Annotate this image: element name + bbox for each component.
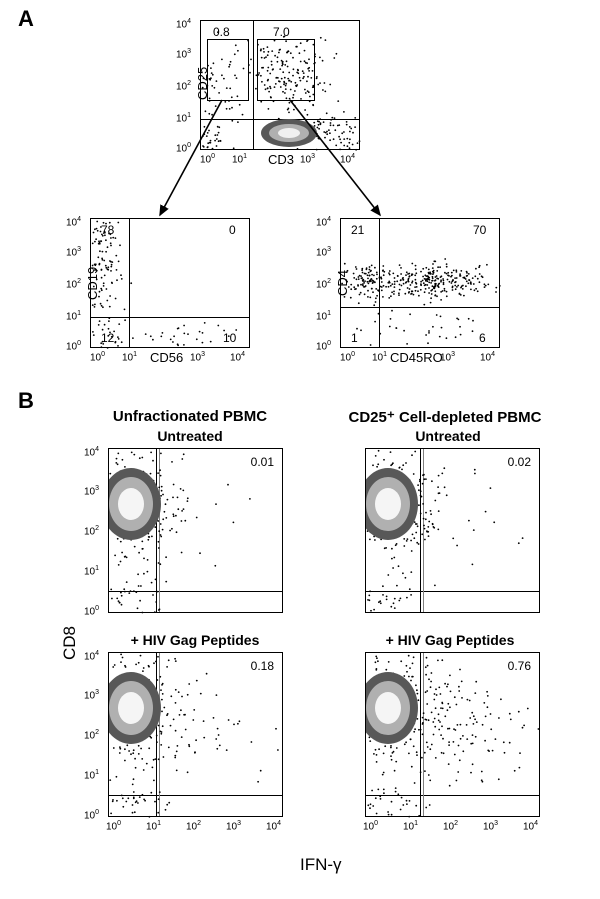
scatter-cd3-cd25 bbox=[201, 21, 361, 151]
tick: 104 bbox=[340, 153, 355, 165]
scatter-cd56-cd19 bbox=[91, 219, 251, 349]
xlabel-ifng: IFN-γ bbox=[300, 855, 342, 875]
row-bot-title-right: + HIV Gag Peptides bbox=[365, 632, 535, 648]
tick: 102 bbox=[176, 80, 191, 92]
xlabel-cd3: CD3 bbox=[268, 152, 294, 167]
tick: 103 bbox=[300, 153, 315, 165]
scatter-b-tl bbox=[109, 449, 284, 614]
tick: 101 bbox=[232, 153, 247, 165]
scatter-b-bl bbox=[109, 653, 284, 818]
tick: 104 bbox=[523, 820, 538, 832]
col-left-title: Unfractionated PBMC bbox=[80, 408, 300, 425]
tick: 101 bbox=[84, 565, 99, 577]
col-right-title: CD25⁺ Cell-depleted PBMC bbox=[320, 408, 570, 426]
panel-a-letter: A bbox=[18, 6, 34, 32]
tick: 100 bbox=[176, 142, 191, 154]
row-top-title-left: Untreated bbox=[130, 428, 250, 444]
tick: 101 bbox=[403, 820, 418, 832]
tick: 102 bbox=[186, 820, 201, 832]
xlabel-cd56: CD56 bbox=[150, 350, 183, 365]
row-top-title-right: Untreated bbox=[388, 428, 508, 444]
plot-b-topright: 0.02 bbox=[365, 448, 540, 613]
tick: 102 bbox=[443, 820, 458, 832]
tick: 104 bbox=[480, 351, 495, 363]
tick: 103 bbox=[316, 246, 331, 258]
tick: 100 bbox=[340, 351, 355, 363]
plot-cd56-cd19: 78 0 12 10 bbox=[90, 218, 250, 348]
tick: 102 bbox=[66, 278, 81, 290]
tick: 103 bbox=[190, 351, 205, 363]
plot-cd3-cd25: 0.8 7.0 bbox=[200, 20, 360, 150]
scatter-cd45ro-cd4 bbox=[341, 219, 501, 349]
tick: 101 bbox=[146, 820, 161, 832]
tick: 104 bbox=[176, 18, 191, 30]
xlabel-cd45ro: CD45RO bbox=[390, 350, 443, 365]
tick: 102 bbox=[84, 525, 99, 537]
tick: 104 bbox=[84, 650, 99, 662]
plot-cd45ro-cd4: 21 70 1 6 bbox=[340, 218, 500, 348]
tick: 100 bbox=[84, 605, 99, 617]
tick: 104 bbox=[230, 351, 245, 363]
tick: 101 bbox=[316, 310, 331, 322]
tick: 100 bbox=[106, 820, 121, 832]
tick: 100 bbox=[90, 351, 105, 363]
tick: 103 bbox=[66, 246, 81, 258]
tick: 100 bbox=[66, 340, 81, 352]
tick: 103 bbox=[176, 48, 191, 60]
tick: 100 bbox=[363, 820, 378, 832]
row-bot-title-left: + HIV Gag Peptides bbox=[110, 632, 280, 648]
tick: 101 bbox=[122, 351, 137, 363]
tick: 104 bbox=[316, 216, 331, 228]
tick: 102 bbox=[316, 278, 331, 290]
plot-b-botright: 0.76 bbox=[365, 652, 540, 817]
plot-b-botleft: 0.18 bbox=[108, 652, 283, 817]
ylabel-cd4: CD4 bbox=[335, 270, 350, 296]
tick: 104 bbox=[84, 446, 99, 458]
tick: 103 bbox=[440, 351, 455, 363]
tick: 101 bbox=[372, 351, 387, 363]
tick: 103 bbox=[84, 689, 99, 701]
ylabel-cd19: CD19 bbox=[85, 267, 100, 300]
tick: 104 bbox=[66, 216, 81, 228]
tick: 104 bbox=[266, 820, 281, 832]
scatter-b-tr bbox=[366, 449, 541, 614]
ylabel-cd25: CD25 bbox=[195, 67, 210, 100]
panel-b-letter: B bbox=[18, 388, 34, 414]
tick: 101 bbox=[66, 310, 81, 322]
tick: 103 bbox=[84, 485, 99, 497]
tick: 103 bbox=[226, 820, 241, 832]
scatter-b-br bbox=[366, 653, 541, 818]
tick: 100 bbox=[84, 809, 99, 821]
plot-b-topleft: 0.01 bbox=[108, 448, 283, 613]
tick: 103 bbox=[483, 820, 498, 832]
tick: 100 bbox=[200, 153, 215, 165]
tick: 101 bbox=[176, 112, 191, 124]
tick: 101 bbox=[84, 769, 99, 781]
tick: 102 bbox=[84, 729, 99, 741]
ylabel-cd8: CD8 bbox=[60, 626, 80, 660]
tick: 100 bbox=[316, 340, 331, 352]
